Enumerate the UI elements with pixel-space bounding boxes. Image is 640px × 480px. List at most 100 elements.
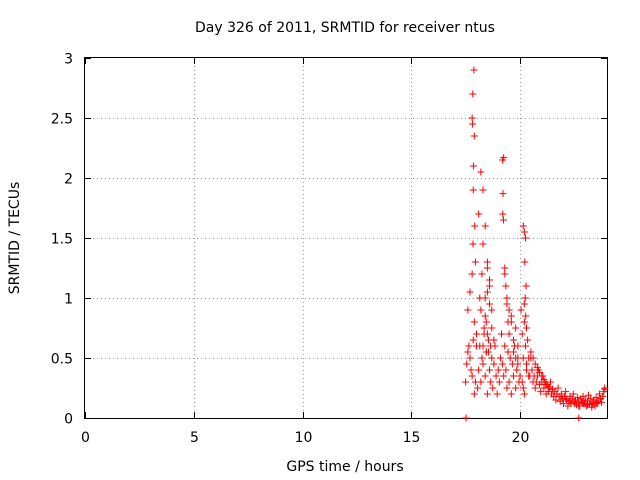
data-point — [514, 342, 522, 350]
data-point — [486, 282, 494, 290]
data-point — [475, 210, 483, 218]
data-point — [479, 240, 487, 248]
data-point — [531, 360, 539, 368]
data-point — [469, 120, 477, 128]
data-point — [463, 360, 471, 368]
data-point — [482, 348, 490, 356]
data-point — [499, 360, 507, 368]
data-point — [502, 366, 510, 374]
data-point — [536, 368, 544, 376]
data-point — [520, 318, 528, 326]
data-point — [587, 395, 595, 403]
data-point — [503, 300, 511, 308]
x-tick-label: 0 — [81, 430, 90, 446]
data-point — [552, 396, 560, 404]
data-point — [481, 294, 489, 302]
data-point — [481, 372, 489, 380]
data-point — [585, 391, 593, 399]
data-point — [483, 288, 491, 296]
data-point — [570, 400, 578, 408]
data-point — [470, 132, 478, 140]
data-point — [521, 258, 529, 266]
data-point — [588, 403, 596, 411]
data-point — [592, 398, 600, 406]
data-point — [505, 330, 513, 338]
data-point — [505, 306, 513, 314]
axis-ticks — [85, 58, 607, 419]
data-point — [499, 210, 507, 218]
data-point — [462, 414, 470, 422]
data-point — [529, 354, 537, 362]
x-tick-label: 15 — [403, 430, 421, 446]
data-point — [479, 342, 487, 350]
data-point — [557, 392, 565, 400]
data-point — [483, 390, 491, 398]
y-tick-label: 2.5 — [51, 112, 73, 128]
data-point — [469, 336, 477, 344]
data-point — [569, 390, 577, 398]
data-point — [470, 66, 478, 74]
data-point — [523, 360, 531, 368]
data-point — [490, 336, 498, 344]
data-point — [528, 366, 536, 374]
data-point — [465, 342, 473, 350]
data-point — [575, 402, 583, 410]
data-point — [538, 372, 546, 380]
data-point — [488, 306, 496, 314]
data-point — [533, 364, 541, 372]
data-point — [464, 348, 472, 356]
data-point — [471, 222, 479, 230]
data-point — [553, 390, 561, 398]
data-point — [520, 390, 528, 398]
data-point — [562, 395, 570, 403]
x-tick-label: 10 — [295, 430, 313, 446]
data-point — [464, 306, 472, 314]
data-point — [544, 383, 552, 391]
data-point — [470, 318, 478, 326]
data-point — [519, 222, 527, 230]
y-tick-label: 0 — [64, 412, 73, 428]
data-point — [486, 300, 494, 308]
data-point — [513, 366, 521, 374]
y-tick-label: 2 — [64, 172, 73, 188]
data-point — [502, 282, 510, 290]
data-point — [499, 190, 507, 198]
data-point — [516, 372, 524, 380]
data-point — [574, 394, 582, 402]
data-point — [501, 264, 509, 272]
y-tick-label: 1.5 — [51, 232, 73, 248]
y-axis-label: SRMTID / TECUs — [7, 182, 23, 295]
data-point — [474, 384, 482, 392]
data-point — [487, 342, 495, 350]
data-point — [479, 360, 487, 368]
data-point — [488, 354, 496, 362]
plot-frame — [84, 57, 608, 419]
y-tick-label: 1 — [64, 292, 73, 308]
data-point — [483, 330, 491, 338]
data-point — [509, 336, 517, 344]
data-point — [545, 384, 553, 392]
data-point — [503, 384, 511, 392]
data-point — [512, 384, 520, 392]
data-point — [537, 388, 545, 396]
data-point — [494, 366, 502, 374]
data-point — [478, 270, 486, 278]
data-point — [468, 372, 476, 380]
data-point — [475, 366, 483, 374]
y-tick-label: 3 — [64, 52, 73, 68]
data-point — [495, 378, 503, 386]
data-point — [521, 234, 529, 242]
data-point — [518, 330, 526, 338]
data-point — [512, 354, 520, 362]
data-point — [566, 397, 574, 405]
data-point — [503, 294, 511, 302]
data-point — [469, 240, 477, 248]
data-point — [470, 390, 478, 398]
data-point — [579, 392, 587, 400]
data-point — [505, 378, 513, 386]
data-point — [507, 312, 515, 320]
data-point — [489, 384, 497, 392]
data-point — [601, 385, 609, 393]
data-point — [524, 336, 532, 344]
data-point — [522, 282, 530, 290]
